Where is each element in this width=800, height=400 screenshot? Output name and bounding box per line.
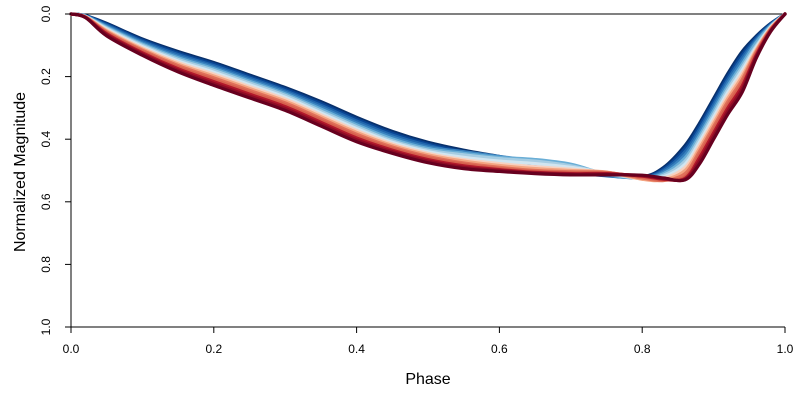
y-axis-title: Normalized Magnitude: [12, 92, 29, 252]
x-tick-label: 0.6: [491, 342, 508, 356]
x-tick-label: 0.4: [348, 342, 365, 356]
y-tick-label: 0.4: [39, 131, 53, 148]
series-group: [69, 12, 787, 183]
x-tick-label: 1.0: [777, 342, 794, 356]
light-curve-series-14: [69, 12, 787, 183]
x-tick-label: 0.2: [205, 342, 222, 356]
y-tick-label: 0.0: [39, 5, 53, 22]
y-tick-label: 0.2: [39, 68, 53, 85]
x-axis-title: Phase: [405, 371, 450, 388]
y-tick-label: 1.0: [39, 318, 53, 335]
x-tick-label: 0.8: [634, 342, 651, 356]
x-axis-ticks: 0.0 0.2 0.4 0.6 0.8 1.0: [63, 327, 794, 356]
y-tick-label: 0.6: [39, 193, 53, 210]
y-tick-label: 0.8: [39, 256, 53, 273]
plot-area: 0.0 0.2 0.4 0.6 0.8 1.0 0.0 0.2 0.4 0.6 0.8 1.0: [39, 5, 794, 356]
y-axis-ticks: 0.0 0.2 0.4 0.6 0.8 1.0: [39, 5, 71, 335]
x-tick-label: 0.0: [63, 342, 80, 356]
